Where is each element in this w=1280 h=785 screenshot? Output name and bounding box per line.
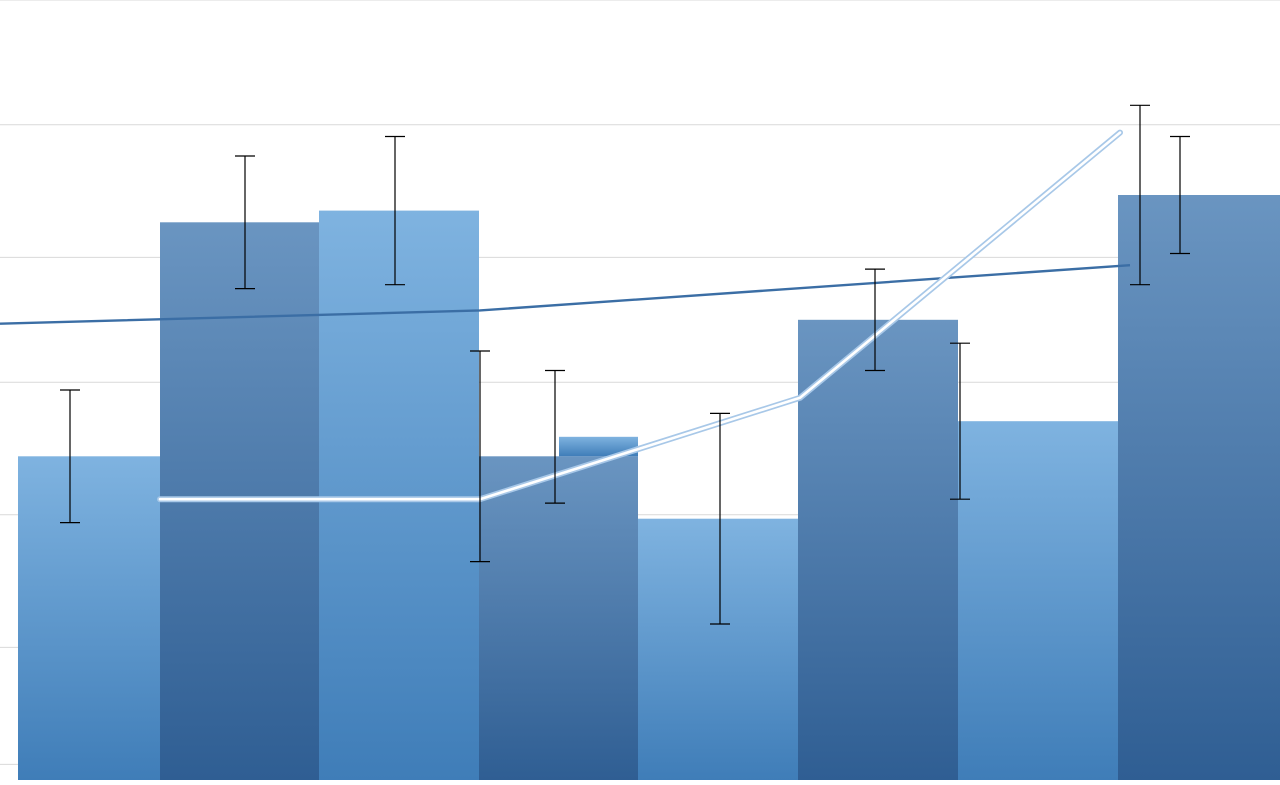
bar-chart [0, 0, 1280, 785]
bar [18, 456, 160, 780]
bar [958, 421, 1118, 780]
bar [638, 519, 798, 780]
bar [1118, 195, 1280, 780]
bar [479, 456, 638, 780]
chart-svg [0, 0, 1280, 785]
bar [319, 211, 479, 780]
bar [798, 320, 958, 780]
